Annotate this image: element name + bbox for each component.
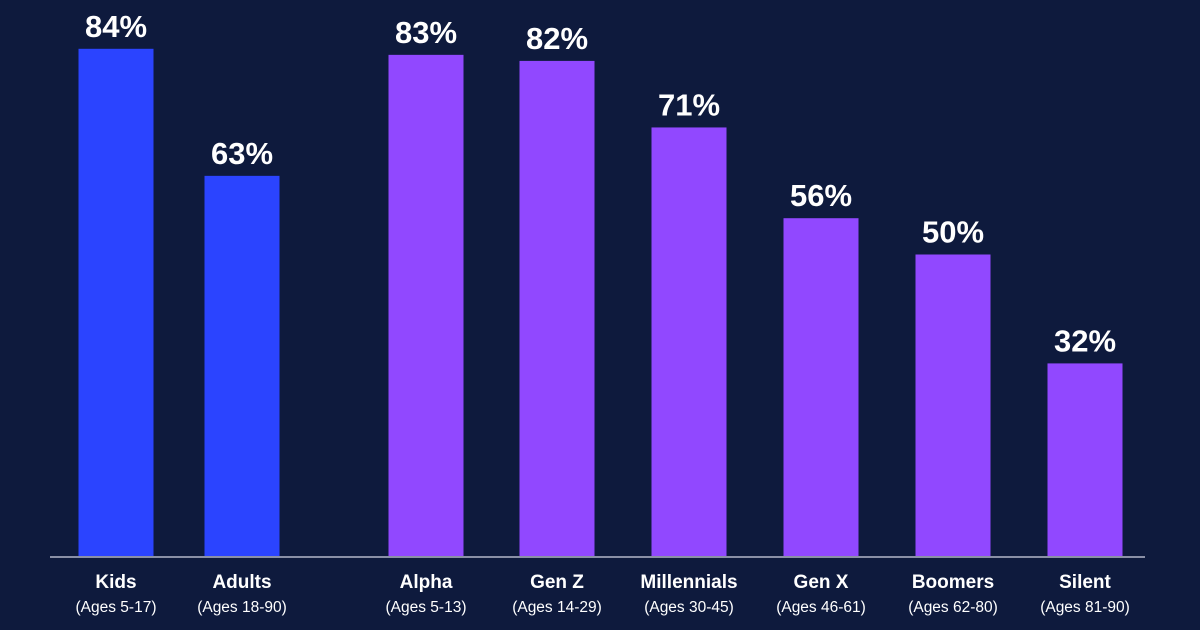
category-label-gen-z: Gen Z — [530, 572, 584, 593]
bars-layer — [78, 48, 1123, 558]
category-label-gen-x: Gen X — [794, 572, 849, 593]
bar-millennials — [651, 127, 727, 557]
category-subtitle-millennials: (Ages 30-45) — [644, 599, 734, 616]
value-label-silent: 32% — [1054, 323, 1116, 358]
bar-adults — [204, 175, 280, 557]
category-subtitle-silent: (Ages 81-90) — [1040, 599, 1130, 616]
value-label-gen-z: 82% — [526, 21, 588, 56]
category-label-boomers: Boomers — [912, 572, 994, 593]
value-label-boomers: 50% — [922, 215, 984, 250]
bar-kids — [78, 48, 154, 558]
bar-alpha — [388, 54, 464, 557]
category-subtitle-gen-x: (Ages 46-61) — [776, 599, 866, 616]
bar-silent — [1047, 363, 1123, 557]
value-label-kids: 84% — [85, 9, 147, 44]
category-subtitle-kids: (Ages 5-17) — [76, 599, 157, 616]
category-label-alpha: Alpha — [400, 572, 453, 593]
category-subtitle-boomers: (Ages 62-80) — [908, 599, 998, 616]
labels-layer: 84% Kids (Ages 5-17) 63% Adults (Ages 18-90) 8… — [76, 9, 1130, 616]
value-label-gen-x: 56% — [790, 178, 852, 213]
bar-gen-z — [519, 60, 595, 558]
value-label-millennials: 71% — [658, 87, 720, 122]
bar-boomers — [915, 254, 991, 557]
category-subtitle-alpha: (Ages 5-13) — [386, 599, 467, 616]
value-label-alpha: 83% — [395, 15, 457, 50]
category-subtitle-gen-z: (Ages 14-29) — [512, 599, 602, 616]
category-subtitle-adults: (Ages 18-90) — [197, 599, 287, 616]
category-label-silent: Silent — [1059, 572, 1111, 593]
bar-gen-x — [783, 218, 859, 557]
category-label-adults: Adults — [212, 572, 271, 593]
category-label-millennials: Millennials — [640, 572, 737, 593]
value-label-adults: 63% — [211, 136, 273, 171]
category-label-kids: Kids — [95, 572, 136, 593]
